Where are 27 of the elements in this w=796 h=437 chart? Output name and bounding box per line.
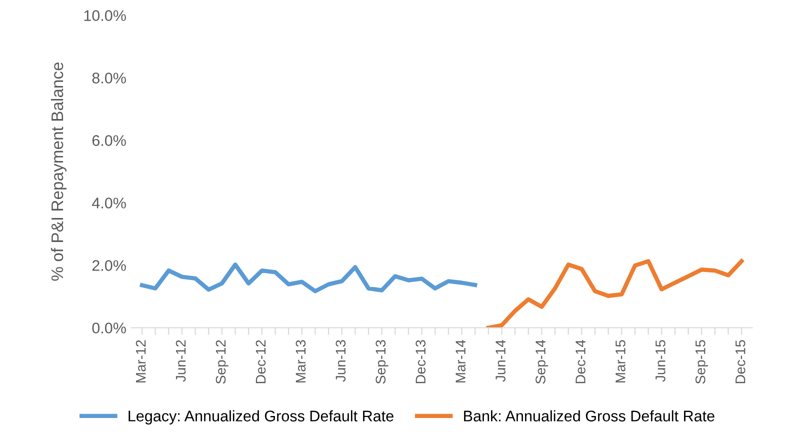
x-tick-label: Dec-12 — [256, 340, 266, 384]
x-tick-label: Sep-14 — [536, 340, 548, 384]
x-tick-label: Sep-13 — [376, 340, 388, 384]
x-tick-label: Mar-14 — [456, 340, 466, 382]
y-tick-label: 6.0% — [92, 135, 126, 146]
x-tick-label: Mar-12 — [136, 340, 146, 382]
x-tick-label: Jun-15 — [656, 340, 666, 382]
legend-label: Legacy: Annualized Gross Default Rate — [128, 410, 394, 424]
y-tick-label: 8.0% — [92, 72, 126, 84]
x-tick-label: Jun-13 — [336, 340, 346, 382]
legend-label: Bank: Annualized Gross Default Rate — [464, 410, 714, 422]
y-tick-label: 2.0% — [92, 260, 126, 271]
x-tick-label: Mar-15 — [616, 340, 626, 382]
line-series — [486, 259, 744, 328]
y-tick-label: 4.0% — [92, 198, 126, 208]
x-tick-label: Mar-13 — [296, 340, 306, 382]
x-tick-label: Jun-14 — [496, 340, 506, 382]
x-tick-label: Dec-14 — [576, 340, 586, 384]
x-tick-label: Jun-12 — [176, 340, 186, 382]
line-series — [140, 262, 478, 294]
y-axis-title: % of P&I Repayment Balance — [50, 62, 66, 281]
y-tick-label: 10.0% — [84, 10, 126, 21]
x-tick-label: Dec-13 — [416, 340, 426, 384]
x-tick-label: Dec-15 — [736, 340, 746, 384]
y-tick-label: 0.0% — [92, 322, 126, 334]
x-tick-label: Sep-12 — [216, 340, 228, 384]
x-tick-label: Sep-15 — [695, 340, 708, 384]
